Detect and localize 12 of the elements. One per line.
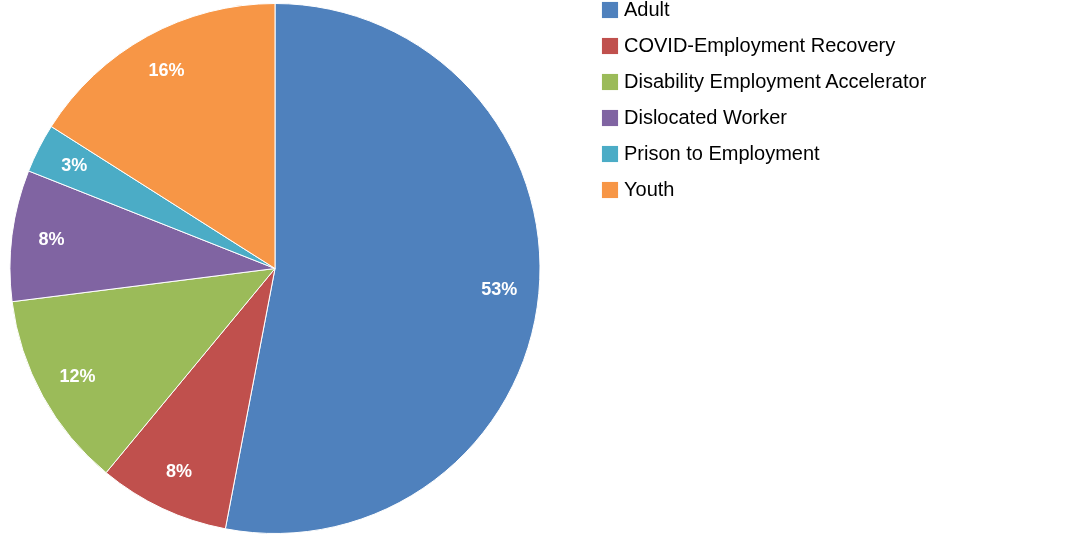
legend-label: Adult — [624, 0, 671, 20]
legend-label: Prison to Employment — [624, 142, 821, 164]
data-label: 53% — [481, 278, 518, 299]
data-label: 8% — [38, 229, 65, 250]
legend-label: Disability Employment Accelerator — [624, 70, 927, 92]
legend-label: Youth — [624, 178, 675, 200]
data-label: 16% — [148, 60, 185, 81]
data-label: 12% — [59, 366, 96, 387]
data-label: 3% — [61, 155, 88, 176]
data-label: 8% — [166, 461, 193, 482]
legend-label: Dislocated Worker — [624, 106, 788, 128]
legend-label: COVID-Employment Recovery — [624, 34, 896, 56]
